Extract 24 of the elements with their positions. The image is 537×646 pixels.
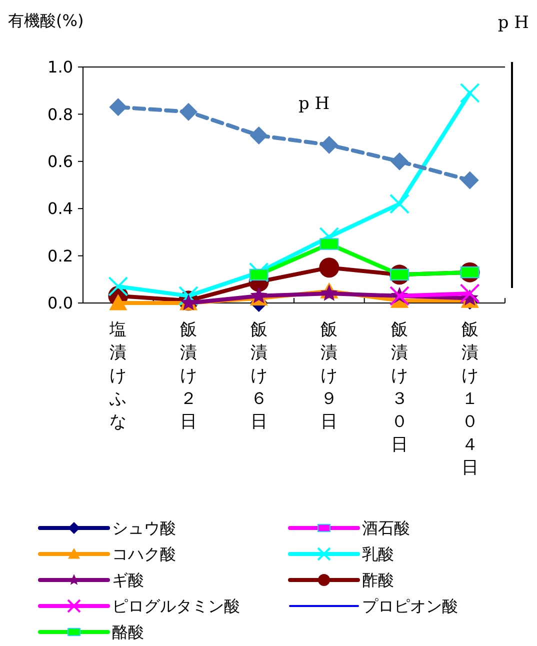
annotation: p H: [298, 94, 330, 114]
legend-label: 酒石酸: [362, 518, 410, 538]
legend-label: 酢酸: [362, 570, 394, 590]
y-tick-label: 1.0: [48, 58, 73, 77]
x-tick-label: 飯漬け６日: [250, 320, 268, 432]
y2-axis-title: p H: [498, 13, 529, 33]
legend-label: シュウ酸: [112, 518, 176, 538]
legend-label: ピログルタミン酸: [112, 596, 240, 616]
x-tick-label: 飯漬け３０日: [391, 320, 408, 455]
x-tick-label: 飯漬け９日: [320, 320, 338, 432]
y-tick-label: 0.6: [48, 152, 73, 171]
legend-label: コハク酸: [112, 544, 176, 564]
legend-label: 酪酸: [112, 622, 144, 642]
y-tick-label: 0.2: [48, 246, 73, 266]
y-tick-label: 0.0: [48, 294, 73, 313]
x-tick-label: 塩漬けふな: [108, 320, 127, 432]
legend-label: ギ酸: [112, 570, 144, 590]
y-tick-label: 0.8: [48, 104, 73, 124]
x-tick-label: 飯漬け１０４日: [461, 320, 478, 478]
x-tick-label: 飯漬け２日: [180, 320, 197, 432]
legend-label: 乳酸: [362, 544, 394, 564]
y-axis-title: 有機酸(%): [8, 11, 84, 30]
legend-label: プロピオン酸: [362, 596, 458, 616]
y-tick-label: 0.4: [48, 199, 73, 218]
